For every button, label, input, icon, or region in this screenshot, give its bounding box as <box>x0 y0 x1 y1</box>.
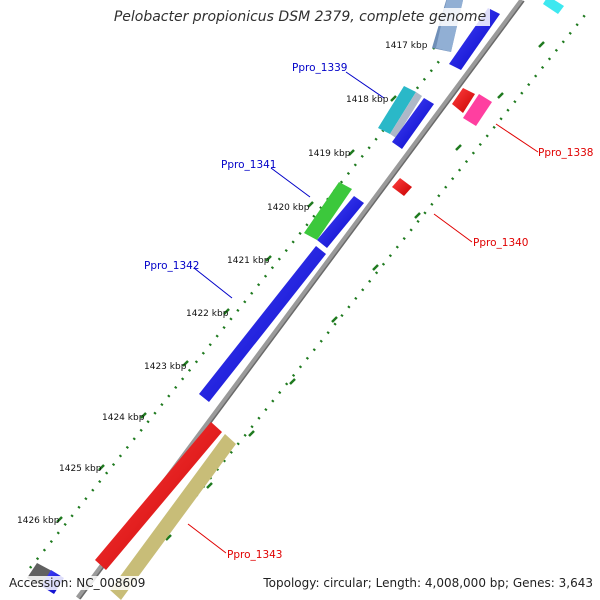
gene-ppro-1338-pink[interactable] <box>463 94 492 126</box>
gene-ppro-1339-shade[interactable] <box>390 92 422 138</box>
gene-ppro-1343-red[interactable] <box>95 422 222 570</box>
gene-labels: Ppro_1339 Ppro_1341 Ppro_1342 Ppro_1338 … <box>144 62 593 561</box>
gene-ppro-1338-red[interactable] <box>452 88 475 113</box>
callouts <box>187 71 539 554</box>
label-ppro-1338[interactable]: Ppro_1338 <box>538 147 593 159</box>
major-ticks <box>56 41 545 541</box>
forward-strand-genes <box>27 0 500 594</box>
ruler-label-1426: 1426 kbp <box>17 516 60 526</box>
ruler-label-1421: 1421 kbp <box>227 256 270 266</box>
gene-ppro-1339[interactable] <box>378 86 416 134</box>
genome-summary-text: Topology: circular; Length: 4,008,000 bp… <box>261 576 595 590</box>
label-ppro-1340[interactable]: Ppro_1340 <box>473 237 528 249</box>
ruler-label-1419: 1419 kbp <box>308 149 351 159</box>
ruler-label-1425: 1425 kbp <box>59 464 102 474</box>
ruler-label-1423: 1423 kbp <box>144 362 187 372</box>
ruler-labels: 1417 kbp 1418 kbp 1419 kbp 1420 kbp 1421… <box>17 41 428 526</box>
ruler-label-1420: 1420 kbp <box>267 203 310 213</box>
label-ppro-1343[interactable]: Ppro_1343 <box>227 549 282 561</box>
accession-text: Accession: NC_008609 <box>7 576 148 590</box>
gene-ppro-1341[interactable] <box>304 182 352 240</box>
gene-ppro-1343-olive[interactable] <box>110 434 236 600</box>
gene-top-right-cyan[interactable] <box>543 0 564 14</box>
gene-ppro-1340[interactable] <box>392 178 412 196</box>
ruler-label-1422: 1422 kbp <box>186 309 229 319</box>
gene-small-forward[interactable] <box>317 196 364 248</box>
gene-near-1339-forward[interactable] <box>392 98 434 149</box>
gene-ppro-1342[interactable] <box>199 246 326 402</box>
ruler-label-1417: 1417 kbp <box>385 41 428 51</box>
reverse-strand-genes <box>95 0 564 600</box>
label-ppro-1339[interactable]: Ppro_1339 <box>292 62 347 74</box>
label-ppro-1342[interactable]: Ppro_1342 <box>144 260 199 272</box>
ruler-track <box>29 14 586 591</box>
label-ppro-1341[interactable]: Ppro_1341 <box>221 159 276 171</box>
ruler-label-1424: 1424 kbp <box>102 413 145 423</box>
ruler-label-1418: 1418 kbp <box>346 95 389 105</box>
map-title: Pelobacter propionicus DSM 2379, complet… <box>0 8 600 26</box>
